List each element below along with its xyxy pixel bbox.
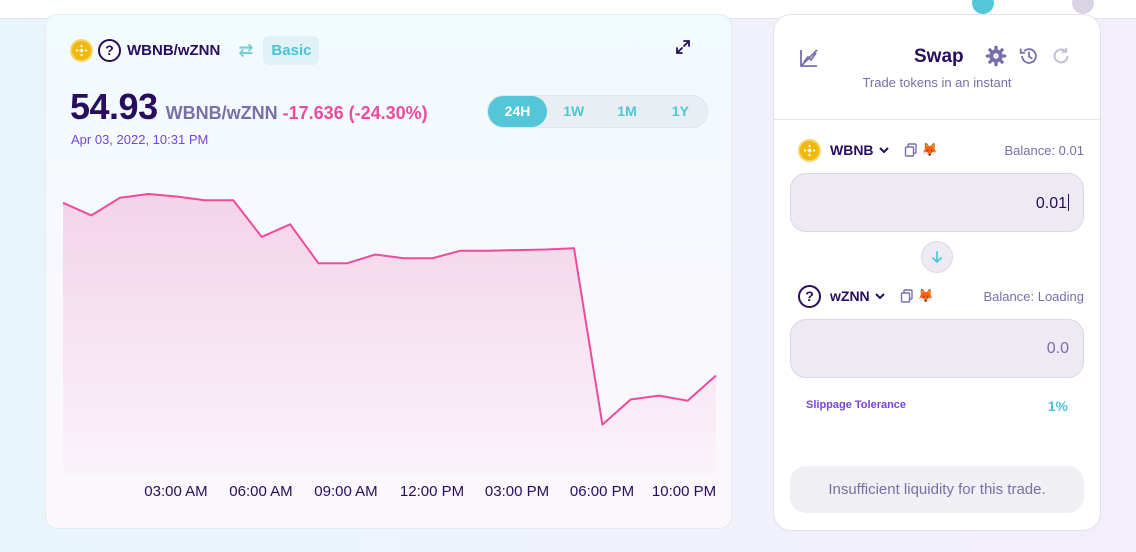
from-amount-input[interactable]: 0.01 bbox=[790, 173, 1084, 232]
bnb-coin-icon bbox=[70, 38, 93, 62]
profile-avatar[interactable] bbox=[1072, 0, 1094, 14]
swap-subtitle: Trade tokens in an instant bbox=[862, 75, 1012, 90]
x-tick-label: 06:00 PM bbox=[570, 483, 634, 500]
question-coin-icon[interactable]: ? bbox=[798, 284, 821, 308]
swap-title: Swap bbox=[914, 46, 964, 67]
chart-point[interactable] bbox=[599, 422, 605, 428]
chart-point[interactable] bbox=[514, 247, 520, 253]
x-tick-label: 09:00 AM bbox=[314, 483, 377, 500]
range-1y-button[interactable]: 1Y bbox=[671, 103, 689, 119]
to-amount-placeholder: 0.0 bbox=[1046, 340, 1069, 357]
price-display: 54.93 WBNB/wZNN -17.636 (-24.30%) bbox=[70, 86, 428, 128]
swap-header: Swap Trade tokens in an instant bbox=[774, 15, 1100, 120]
chevron-down-icon[interactable] bbox=[874, 290, 886, 302]
copy-icon[interactable] bbox=[904, 143, 918, 157]
chart-point[interactable] bbox=[174, 194, 180, 200]
chart-series-line bbox=[62, 193, 717, 426]
insufficient-liquidity-button[interactable]: Insufficient liquidity for this trade. bbox=[790, 466, 1084, 513]
chart-point[interactable] bbox=[202, 197, 208, 203]
x-tick-label: 06:00 AM bbox=[229, 483, 292, 500]
chart-point[interactable] bbox=[571, 245, 577, 251]
switch-tokens-button[interactable] bbox=[921, 241, 953, 273]
chart-point[interactable] bbox=[117, 195, 123, 201]
pair-name: WBNB/wZNN bbox=[127, 41, 221, 59]
arrow-down-icon bbox=[932, 251, 942, 264]
price-pair: WBNB/wZNN bbox=[165, 103, 278, 123]
time-range-selector: 24H 1W 1M 1Y bbox=[487, 95, 708, 128]
copy-icon[interactable] bbox=[900, 289, 914, 303]
chart-point[interactable] bbox=[486, 248, 492, 254]
chart-point[interactable] bbox=[628, 396, 634, 402]
swap-card: Swap Trade tokens in an instant WBNB 🦊 bbox=[773, 14, 1101, 531]
range-1m-button[interactable]: 1M bbox=[617, 103, 637, 119]
chart-point[interactable] bbox=[259, 234, 265, 240]
range-24h-button[interactable]: 24H bbox=[488, 96, 548, 127]
chart-point[interactable] bbox=[429, 255, 435, 261]
price-chart-card: ? WBNB/wZNN ⇄ Basic 54.93 WBNB/wZNN -17.… bbox=[45, 14, 732, 529]
chart-point[interactable] bbox=[458, 248, 464, 254]
price-timestamp: Apr 03, 2022, 10:31 PM bbox=[71, 132, 209, 147]
chart-point[interactable] bbox=[230, 197, 236, 203]
from-balance: Balance: 0.01 bbox=[1004, 142, 1084, 158]
x-tick-label: 12:00 PM bbox=[400, 483, 464, 500]
chart-point[interactable] bbox=[401, 255, 407, 261]
price-area-chart[interactable]: 03:00 AM 06:00 AM 09:00 AM 12:00 PM 03:00 PM… bbox=[46, 15, 733, 530]
slippage-value[interactable]: 1% bbox=[1047, 398, 1068, 414]
from-token-row: WBNB 🦊 Balance: 0.01 bbox=[798, 138, 1084, 162]
refresh-icon[interactable] bbox=[1050, 45, 1072, 67]
chart-point[interactable] bbox=[344, 260, 350, 266]
chevron-down-icon[interactable] bbox=[878, 144, 890, 156]
x-tick-label: 03:00 PM bbox=[485, 483, 549, 500]
chart-point[interactable] bbox=[372, 252, 378, 258]
chart-disabled-icon[interactable] bbox=[798, 47, 820, 69]
chart-point[interactable] bbox=[656, 393, 662, 399]
from-amount-value: 0.01 bbox=[1035, 194, 1069, 212]
to-balance: Balance: Loading bbox=[983, 288, 1084, 304]
x-tick-label: 03:00 AM bbox=[144, 483, 207, 500]
chart-point[interactable] bbox=[543, 247, 549, 253]
chart-point[interactable] bbox=[316, 260, 322, 266]
swap-arrows-icon[interactable]: ⇄ bbox=[238, 39, 254, 60]
x-tick-label: 10:00 PM bbox=[652, 483, 716, 500]
price-change: -17.636 (-24.30%) bbox=[282, 103, 428, 123]
chart-area-fill bbox=[63, 194, 716, 475]
to-token-select[interactable]: wZNN bbox=[830, 288, 870, 304]
chart-point[interactable] bbox=[287, 221, 293, 227]
chart-point[interactable] bbox=[145, 191, 151, 197]
question-coin-icon: ? bbox=[98, 38, 121, 62]
metamask-fox-icon[interactable]: 🦊 bbox=[921, 142, 938, 157]
mode-tag-basic[interactable]: Basic bbox=[263, 35, 320, 65]
expand-icon[interactable] bbox=[675, 39, 691, 55]
chart-point[interactable] bbox=[88, 212, 94, 218]
metamask-fox-icon[interactable]: 🦊 bbox=[917, 288, 934, 303]
gear-icon[interactable] bbox=[985, 45, 1007, 67]
chart-point[interactable] bbox=[685, 398, 691, 404]
pair-header: ? WBNB/wZNN ⇄ Basic bbox=[70, 35, 320, 65]
network-icon[interactable] bbox=[972, 0, 994, 14]
bnb-coin-icon[interactable] bbox=[798, 138, 821, 162]
range-1w-button[interactable]: 1W bbox=[563, 103, 585, 119]
price-value: 54.93 bbox=[70, 86, 158, 127]
history-icon[interactable] bbox=[1018, 45, 1040, 67]
to-amount-input[interactable]: 0.0 bbox=[790, 319, 1084, 378]
slippage-label: Slippage Tolerance bbox=[806, 399, 907, 411]
chart-point[interactable] bbox=[60, 200, 66, 206]
to-token-row: ? wZNN 🦊 Balance: Loading bbox=[798, 284, 1084, 308]
from-token-select[interactable]: WBNB bbox=[830, 142, 874, 158]
chart-point[interactable] bbox=[713, 373, 719, 379]
